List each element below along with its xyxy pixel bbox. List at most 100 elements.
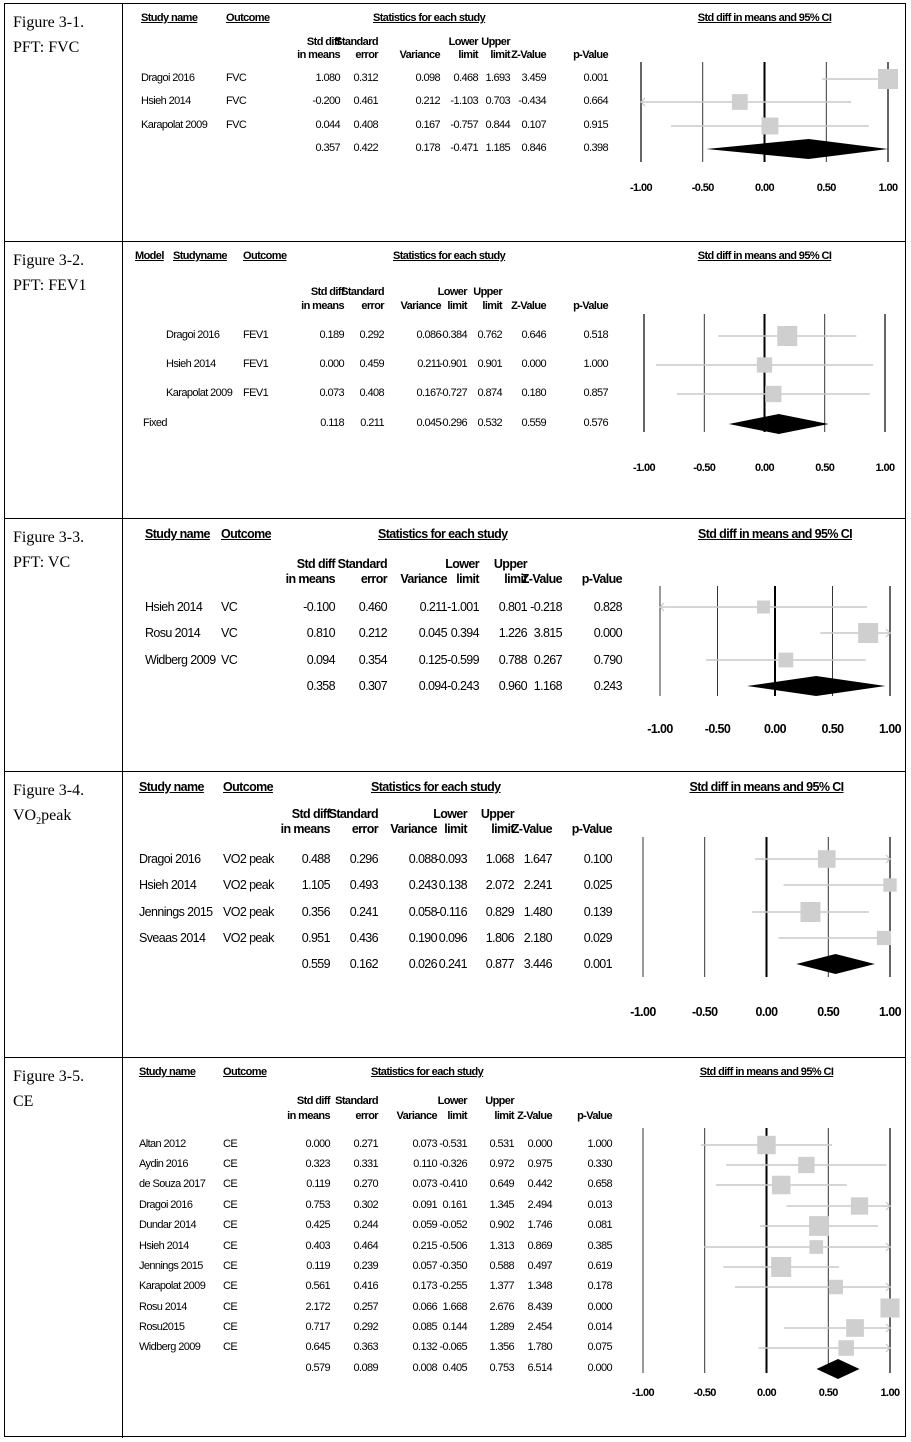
- stat-value: 8.439: [527, 1301, 552, 1313]
- caption-part: peak: [41, 807, 72, 824]
- axis-tick-label: 1.00: [875, 462, 895, 474]
- stat-value: 0.302: [353, 1199, 378, 1211]
- figure-number: Figure 3-1.: [13, 14, 85, 31]
- column-header: error: [355, 1110, 378, 1122]
- stat-value: 3.446: [523, 957, 553, 971]
- column-divider: [122, 242, 123, 518]
- forest-plot: [642, 1128, 900, 1379]
- column-header: Z-Value: [517, 1110, 553, 1122]
- column-header: Variance: [400, 572, 447, 586]
- stat-value: 0.857: [583, 387, 608, 399]
- stat-value: -0.052: [439, 1219, 467, 1231]
- figure-number: Figure 3-3.: [13, 529, 85, 546]
- column-header: Std diff: [296, 1095, 331, 1107]
- forest-plot: [643, 314, 886, 434]
- stats-header: Statistics for each study: [373, 12, 486, 24]
- stat-value: 0.066: [412, 1301, 437, 1313]
- column-header: p-Value: [571, 822, 613, 836]
- stat-value: 2.172: [305, 1301, 330, 1313]
- outcome-value: VC: [221, 653, 238, 667]
- summary-diamond: [728, 414, 829, 434]
- study-marker: [817, 850, 836, 868]
- stat-value: -0.218: [530, 600, 562, 614]
- study-marker: [761, 117, 779, 135]
- column-header: limit: [491, 822, 514, 836]
- outcome-value: CE: [223, 1240, 238, 1252]
- column-header: limit: [458, 49, 478, 61]
- column-header: in means: [285, 572, 336, 586]
- study-marker: [858, 623, 879, 643]
- stat-value: 1.780: [527, 1341, 552, 1353]
- stat-value: 1.348: [527, 1280, 552, 1292]
- study-name: Dragoi 2016: [139, 1199, 193, 1211]
- axis-tick-label: 0.50: [816, 182, 837, 194]
- stat-value: 0.810: [306, 626, 336, 640]
- outcome-value: FEV1: [243, 358, 269, 370]
- stat-value: 1.000: [587, 1138, 612, 1150]
- stat-value: 0.094: [306, 653, 336, 667]
- stat-value: 0.753: [305, 1199, 330, 1211]
- stat-value: 0.212: [358, 626, 388, 640]
- stat-value: 0.459: [359, 358, 384, 370]
- figure-label: Figure 3-5. CE: [13, 1064, 84, 1114]
- stat-value: 0.008: [412, 1362, 437, 1374]
- stat-value: 0.801: [498, 600, 528, 614]
- outcome-value: VO2 peak: [223, 931, 274, 945]
- stat-value: 0.212: [415, 95, 440, 107]
- stat-value: 0.844: [485, 119, 510, 131]
- stat-value: 0.029: [583, 931, 613, 945]
- ci-arrow: [885, 628, 891, 638]
- outcome-value: CE: [223, 1341, 238, 1353]
- stat-value: 0.559: [521, 417, 546, 429]
- study-name: Aydin 2016: [139, 1158, 188, 1170]
- summary-diamond: [816, 1359, 860, 1379]
- study-name: Fixed: [143, 417, 168, 429]
- column-header: Variance: [399, 49, 441, 61]
- stat-value: 0.877: [485, 957, 515, 971]
- axis-tick-label: 0.50: [821, 722, 845, 736]
- column-header: Upper: [473, 286, 502, 298]
- study-marker: [777, 326, 798, 346]
- stat-value: 0.323: [305, 1158, 330, 1170]
- study-name: Dragoi 2016: [139, 852, 201, 866]
- stat-value: 1.480: [523, 905, 553, 919]
- outcome-value: FEV1: [243, 329, 269, 341]
- column-header: limit: [494, 1110, 514, 1122]
- study-name: Hsieh 2014: [139, 1240, 189, 1252]
- study-name: Dragoi 2016: [166, 329, 220, 341]
- axis-tick-label: 0.50: [817, 1005, 840, 1019]
- study-name: Dundar 2014: [139, 1219, 197, 1231]
- stat-value: 0.073: [319, 387, 344, 399]
- stat-value: 0.119: [306, 1178, 330, 1190]
- stat-value: 1.000: [583, 358, 608, 370]
- stat-value: 6.514: [527, 1362, 552, 1374]
- outcome-header: Outcome: [226, 12, 270, 24]
- stat-value: 0.464: [353, 1240, 378, 1252]
- column-header: Standard: [335, 1095, 378, 1107]
- axis-tick-label: 0.00: [755, 1005, 779, 1019]
- stat-value: 0.460: [358, 600, 388, 614]
- study-marker: [778, 652, 794, 668]
- ci-header: Std diff in means and 95% CI: [697, 527, 853, 541]
- outcome-value: CE: [223, 1321, 238, 1333]
- stat-value: 0.091: [412, 1199, 437, 1211]
- figure-caption: CE: [13, 1093, 34, 1110]
- outcome-value: CE: [223, 1178, 238, 1190]
- stat-value: 0.178: [415, 142, 440, 154]
- figure-row: Figure 3-4. VO2peak Study name Outcome Stati…: [5, 772, 905, 1058]
- stat-value: 0.442: [527, 1178, 552, 1190]
- stat-value: 1.647: [523, 852, 553, 866]
- column-header: Upper: [481, 36, 510, 48]
- stat-value: 0.468: [453, 72, 478, 84]
- stat-value: 0.014: [587, 1321, 612, 1333]
- stat-value: 0.874: [477, 387, 502, 399]
- stat-value: 0.138: [438, 878, 468, 892]
- figure-label: Figure 3-1. PFT: FVC: [13, 10, 84, 60]
- column-header: Z-Value: [511, 300, 547, 312]
- summary-diamond: [706, 139, 888, 159]
- stat-value: 0.000: [521, 358, 546, 370]
- study-name: Altan 2012: [139, 1138, 186, 1150]
- stat-value: -0.255: [439, 1280, 467, 1292]
- axis-tick-label: 1.00: [879, 722, 902, 736]
- study-name: Jennings 2015: [139, 1260, 203, 1272]
